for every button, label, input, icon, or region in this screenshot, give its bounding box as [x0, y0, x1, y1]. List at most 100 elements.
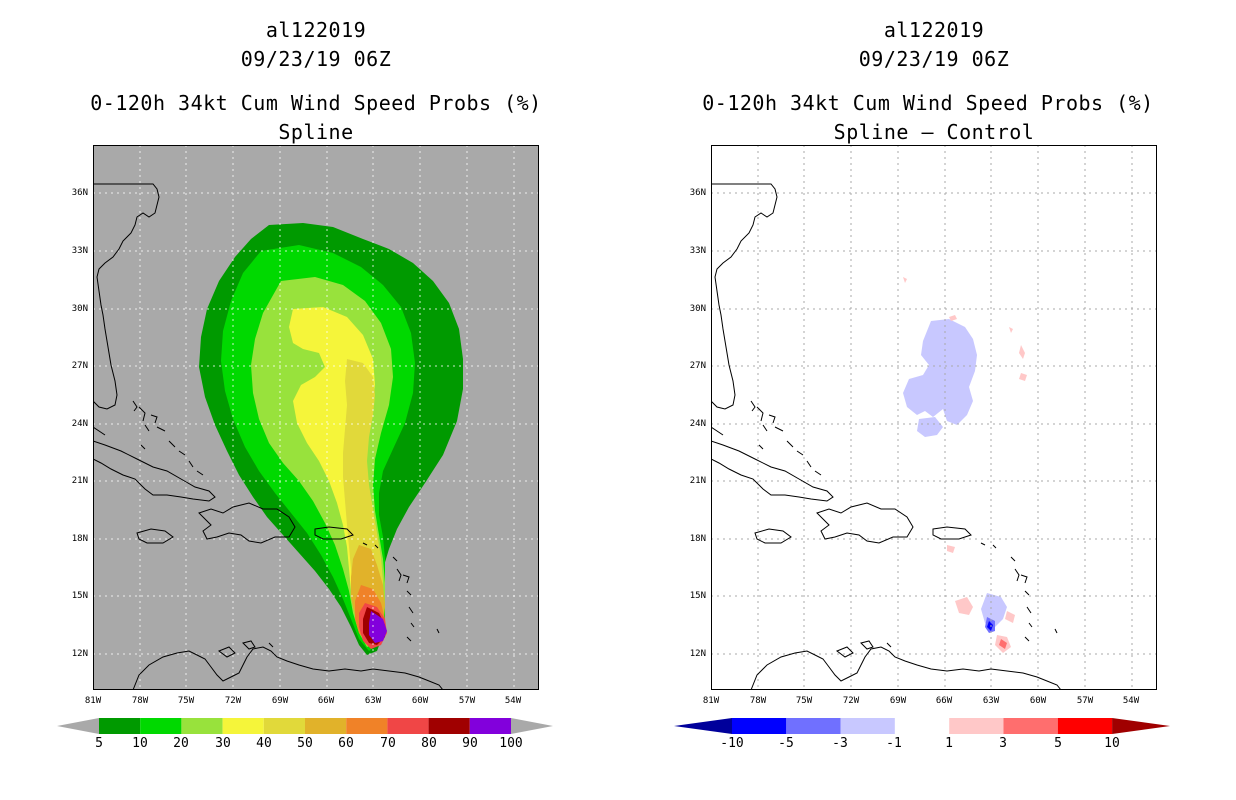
- colorbar-label: 20: [173, 736, 189, 751]
- lon-label: 81W: [84, 696, 102, 706]
- right-storm-id: al122019: [883, 18, 985, 42]
- lon-label: 69W: [889, 696, 907, 706]
- lon-label: 54W: [1122, 696, 1140, 706]
- colorbar-swatch: [222, 718, 264, 734]
- left-datetime: 09/23/19 06Z: [240, 47, 392, 71]
- lat-label: 21N: [71, 476, 88, 486]
- colorbar-swatch: [305, 718, 347, 734]
- diff-area-neg1-b: [917, 417, 943, 437]
- left-storm-id: al122019: [265, 18, 367, 42]
- lat-label: 27N: [71, 361, 88, 371]
- colorbar-label: -5: [778, 736, 794, 751]
- lat-label: 33N: [689, 246, 706, 256]
- lon-label: 69W: [271, 696, 289, 706]
- colorbar-label: 40: [256, 736, 272, 751]
- colorbar-swatch: [428, 718, 470, 734]
- lat-label: 30N: [71, 304, 88, 314]
- left-colorbar: [57, 718, 553, 734]
- colorbar-swatch: [1003, 718, 1058, 734]
- left-probability-map: [93, 145, 539, 690]
- lat-label: 24N: [689, 419, 706, 429]
- colorbar-label: 100: [499, 736, 523, 751]
- right-subtitle: Spline – Control: [833, 120, 1035, 144]
- lon-label: 63W: [364, 696, 382, 706]
- diff-area-pos1-a: [955, 597, 973, 615]
- lat-label: 36N: [71, 188, 88, 198]
- lat-label: 15N: [689, 591, 706, 601]
- lon-label: 66W: [935, 696, 953, 706]
- lon-label: 81W: [702, 696, 720, 706]
- colorbar-label: 5: [95, 736, 103, 751]
- lon-label: 72W: [224, 696, 242, 706]
- lon-label: 78W: [749, 696, 767, 706]
- right-difference-map: [711, 145, 1157, 690]
- colorbar-swatch: [894, 718, 950, 734]
- colorbar-label: -3: [832, 736, 848, 751]
- lon-label: 72W: [842, 696, 860, 706]
- colorbar-swatch: [140, 718, 182, 734]
- colorbar-label: 10: [1104, 736, 1120, 751]
- lat-label: 24N: [71, 419, 88, 429]
- diff-area-pos3: [999, 639, 1007, 649]
- colorbar-swatch: [469, 718, 511, 734]
- lon-label: 63W: [982, 696, 1000, 706]
- lon-label: 57W: [1076, 696, 1094, 706]
- lat-label: 12N: [71, 649, 88, 659]
- lat-label: 15N: [71, 591, 88, 601]
- lon-label: 78W: [131, 696, 149, 706]
- colorbar-label: -1: [886, 736, 902, 751]
- colorbar-swatch: [949, 718, 1004, 734]
- colorbar-swatch: [387, 718, 429, 734]
- lat-label: 18N: [689, 534, 706, 544]
- colorbar-label: 1: [945, 736, 953, 751]
- colorbar-label: 50: [297, 736, 313, 751]
- colorbar-swatch: [346, 718, 388, 734]
- colorbar-swatch: [840, 718, 895, 734]
- diff-area-neg1-a: [903, 319, 977, 425]
- lon-label: 66W: [317, 696, 335, 706]
- grid-lines: [711, 145, 1157, 690]
- colorbar-label: 5: [1054, 736, 1062, 751]
- colorbar-high-arrow: [1112, 718, 1171, 734]
- colorbar-label: 10: [132, 736, 148, 751]
- diff-area-neg5: [987, 621, 993, 631]
- lon-label: 75W: [177, 696, 195, 706]
- diff-area-pos1-b: [1005, 611, 1015, 623]
- colorbar-swatch: [1057, 718, 1113, 734]
- right-colorbar: [674, 718, 1171, 734]
- colorbar-label: 90: [462, 736, 478, 751]
- lat-label: 12N: [689, 649, 706, 659]
- colorbar-label: 30: [215, 736, 231, 751]
- lon-label: 60W: [411, 696, 429, 706]
- colorbar-swatch: [786, 718, 841, 734]
- lon-label: 54W: [504, 696, 522, 706]
- colorbar-swatch: [732, 718, 787, 734]
- lon-label: 75W: [795, 696, 813, 706]
- colorbar-label: 70: [380, 736, 396, 751]
- lat-label: 21N: [689, 476, 706, 486]
- map-frame: [711, 145, 1157, 690]
- lon-label: 57W: [458, 696, 476, 706]
- colorbar-low-arrow: [674, 718, 732, 734]
- map-frame: [93, 145, 539, 690]
- colorbar-swatch: [263, 718, 305, 734]
- right-datetime: 09/23/19 06Z: [858, 47, 1010, 71]
- lat-label: 36N: [689, 188, 706, 198]
- colorbar-label: -10: [720, 736, 744, 751]
- lat-label: 30N: [689, 304, 706, 314]
- grid-lines: [93, 145, 539, 690]
- lat-label: 18N: [71, 534, 88, 544]
- colorbar-swatch: [181, 718, 223, 734]
- right-product-title: 0-120h 34kt Cum Wind Speed Probs (%): [702, 91, 1154, 115]
- colorbar-label: 3: [999, 736, 1007, 751]
- left-product-title: 0-120h 34kt Cum Wind Speed Probs (%): [90, 91, 542, 115]
- lat-label: 27N: [689, 361, 706, 371]
- colorbar-high-arrow: [511, 718, 553, 734]
- colorbar-swatch: [99, 718, 141, 734]
- colorbar-label: 60: [338, 736, 354, 751]
- left-subtitle: Spline: [278, 120, 354, 144]
- colorbar-label: 80: [421, 736, 437, 751]
- lat-label: 33N: [71, 246, 88, 256]
- colorbar-low-arrow: [57, 718, 99, 734]
- lon-label: 60W: [1029, 696, 1047, 706]
